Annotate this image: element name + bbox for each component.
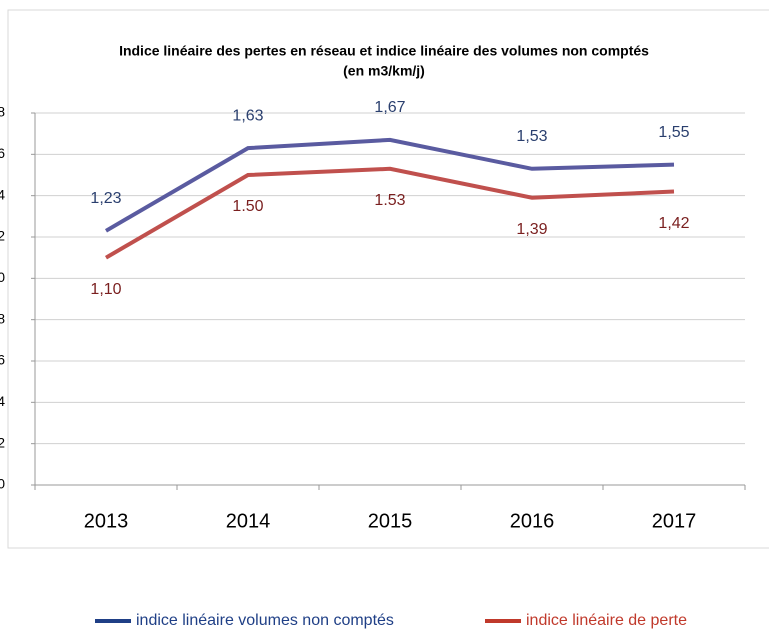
data-label: 1,67 [374, 99, 405, 116]
data-label: 1,23 [90, 190, 121, 207]
y-tick-label: 0,4 [0, 393, 5, 409]
y-tick-label: 1,2 [0, 228, 5, 244]
data-label: 1.50 [232, 198, 263, 215]
data-label: 1,53 [516, 128, 547, 145]
legend-label: indice linéaire volumes non comptés [136, 612, 394, 629]
chart-frame [7, 9, 769, 549]
data-label: 1,42 [658, 215, 689, 232]
y-tick-label: 0,6 [0, 352, 5, 368]
y-tick-label: 0,8 [0, 310, 5, 326]
data-label: 1,63 [232, 107, 263, 124]
y-tick-label: 1,0 [0, 269, 5, 285]
data-label: 1,55 [658, 124, 689, 141]
series-line [104, 166, 675, 260]
x-tick-label: 2016 [510, 510, 555, 532]
x-tick-label: 2014 [226, 510, 271, 532]
chart-subtitle: (en m3/km/j) [343, 63, 425, 79]
data-label: 1,39 [516, 221, 547, 238]
y-tick-label: 0,0 [0, 476, 5, 492]
series-line [104, 137, 675, 233]
x-tick-label: 2015 [368, 510, 413, 532]
y-tick-label: 1,4 [0, 186, 5, 202]
data-label: 1.53 [374, 192, 405, 209]
y-tick-label: 1,6 [0, 145, 5, 161]
x-tick-label: 2017 [652, 510, 697, 532]
y-tick-label: 1,8 [0, 104, 5, 120]
chart-title: Indice linéaire des pertes en réseau et … [119, 43, 649, 59]
data-label: 1,10 [90, 281, 121, 298]
y-tick-label: 0,2 [0, 434, 5, 450]
legend-label: indice linéaire de perte [526, 612, 687, 629]
x-tick-label: 2013 [84, 510, 129, 532]
